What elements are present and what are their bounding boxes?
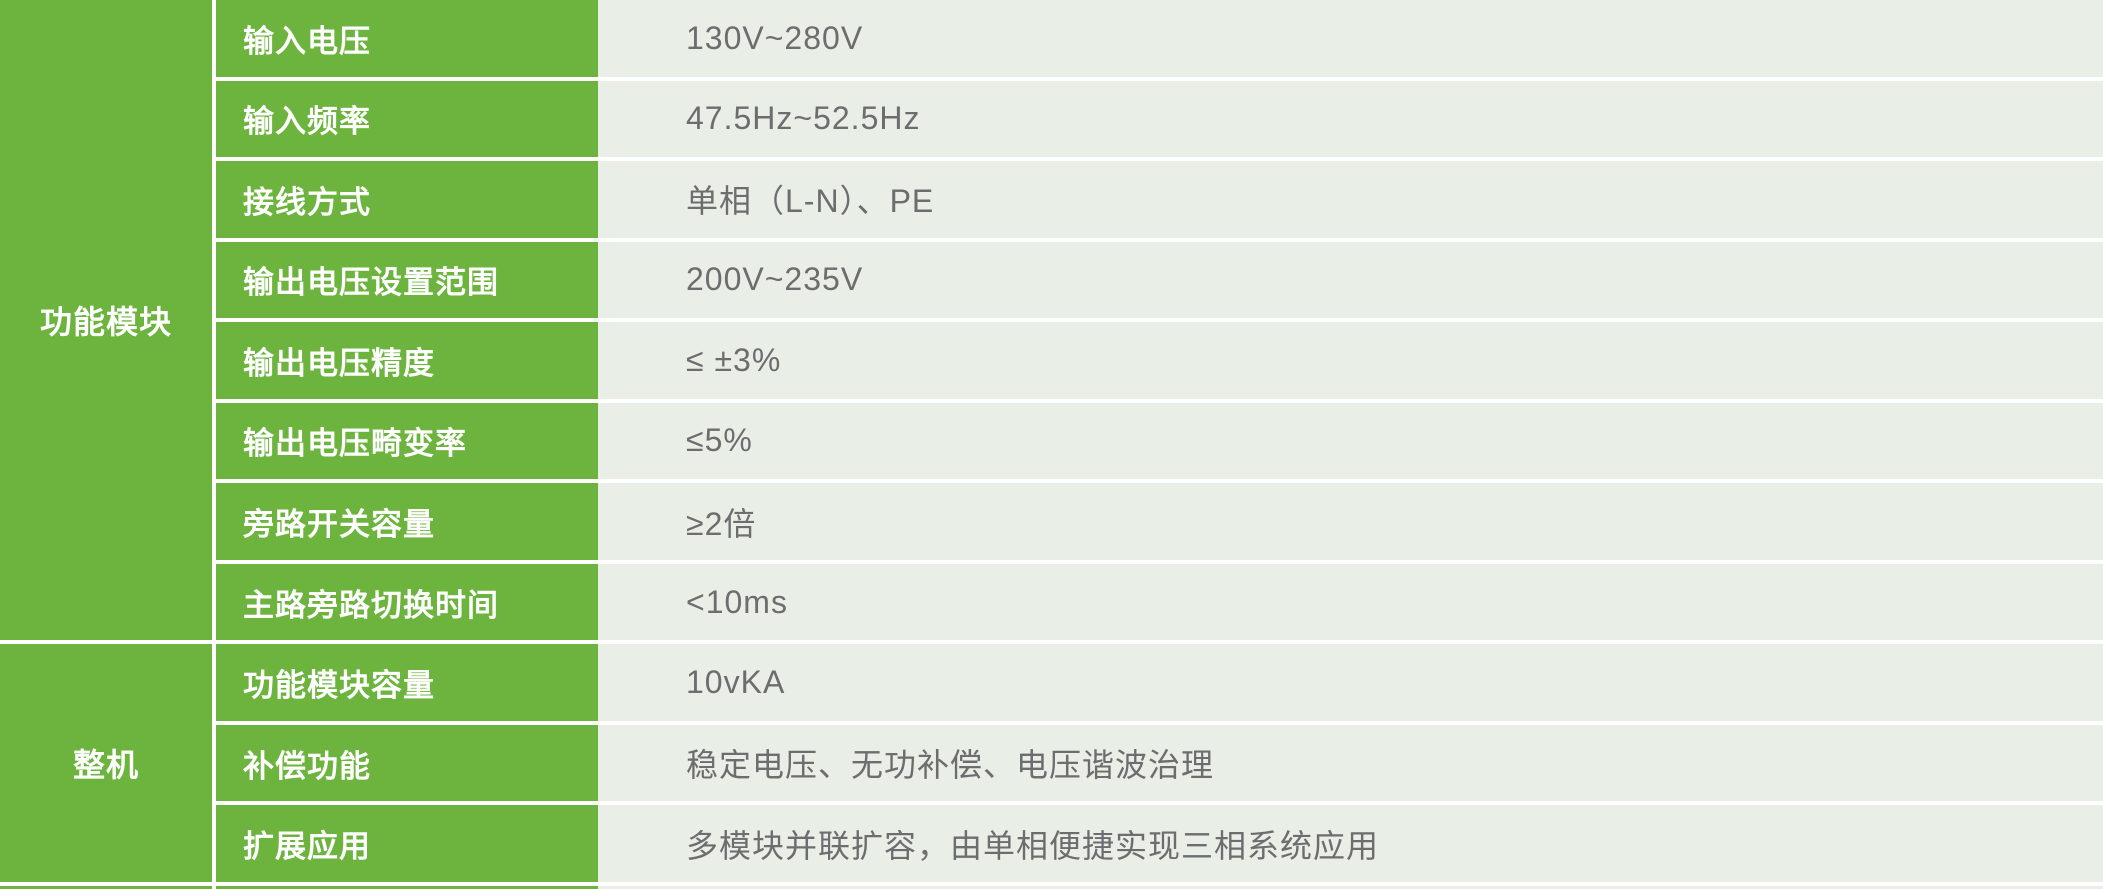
group-cell-function-module: 功能模块	[0, 0, 216, 641]
param-value-output-voltage-range: 200V~235V	[598, 241, 2103, 319]
group-label: 整机	[72, 747, 139, 784]
param-label-wiring-mode: 接线方式	[216, 161, 598, 238]
param-value-wiring-mode: 单相（L-N）、PE	[598, 161, 2103, 238]
param-label-bypass-switch-capacity: 旁路开关容量	[216, 483, 598, 560]
param-value-compensation-function: 稳定电压、无功补偿、电压谐波治理	[598, 724, 2103, 802]
sliver-group-column	[0, 886, 212, 889]
param-value-expansion-application: 多模块并联扩容，由单相便捷实现三相系统应用	[598, 805, 2103, 882]
group-cell-whole-machine: 整机	[0, 644, 216, 882]
param-value-input-voltage: 130V~280V	[598, 0, 2103, 77]
param-value-output-voltage-accuracy: ≤ ±3%	[598, 322, 2103, 399]
param-value-module-capacity: 10vKA	[598, 644, 2103, 721]
param-label-output-voltage-distortion: 输出电压畸变率	[216, 402, 598, 480]
param-label-input-voltage: 输入电压	[216, 0, 598, 77]
param-value-bypass-switch-capacity: ≥2倍	[598, 483, 2103, 560]
sliver-param-column	[216, 886, 598, 889]
param-label-output-voltage-range: 输出电压设置范围	[216, 241, 598, 319]
param-label-compensation-function: 补偿功能	[216, 724, 598, 802]
cutoff-next-row-sliver	[0, 886, 2103, 889]
sliver-value-column	[598, 886, 2103, 889]
param-value-main-bypass-switch-time: <10ms	[598, 563, 2103, 641]
param-value-input-frequency: 47.5Hz~52.5Hz	[598, 80, 2103, 158]
sliver-separator	[212, 886, 216, 889]
param-label-main-bypass-switch-time: 主路旁路切换时间	[216, 563, 598, 641]
param-label-expansion-application: 扩展应用	[216, 805, 598, 882]
param-label-input-frequency: 输入频率	[216, 80, 598, 158]
group-label: 功能模块	[39, 304, 172, 341]
param-value-output-voltage-distortion: ≤5%	[598, 402, 2103, 480]
param-label-output-voltage-accuracy: 输出电压精度	[216, 322, 598, 399]
param-label-module-capacity: 功能模块容量	[216, 644, 598, 721]
